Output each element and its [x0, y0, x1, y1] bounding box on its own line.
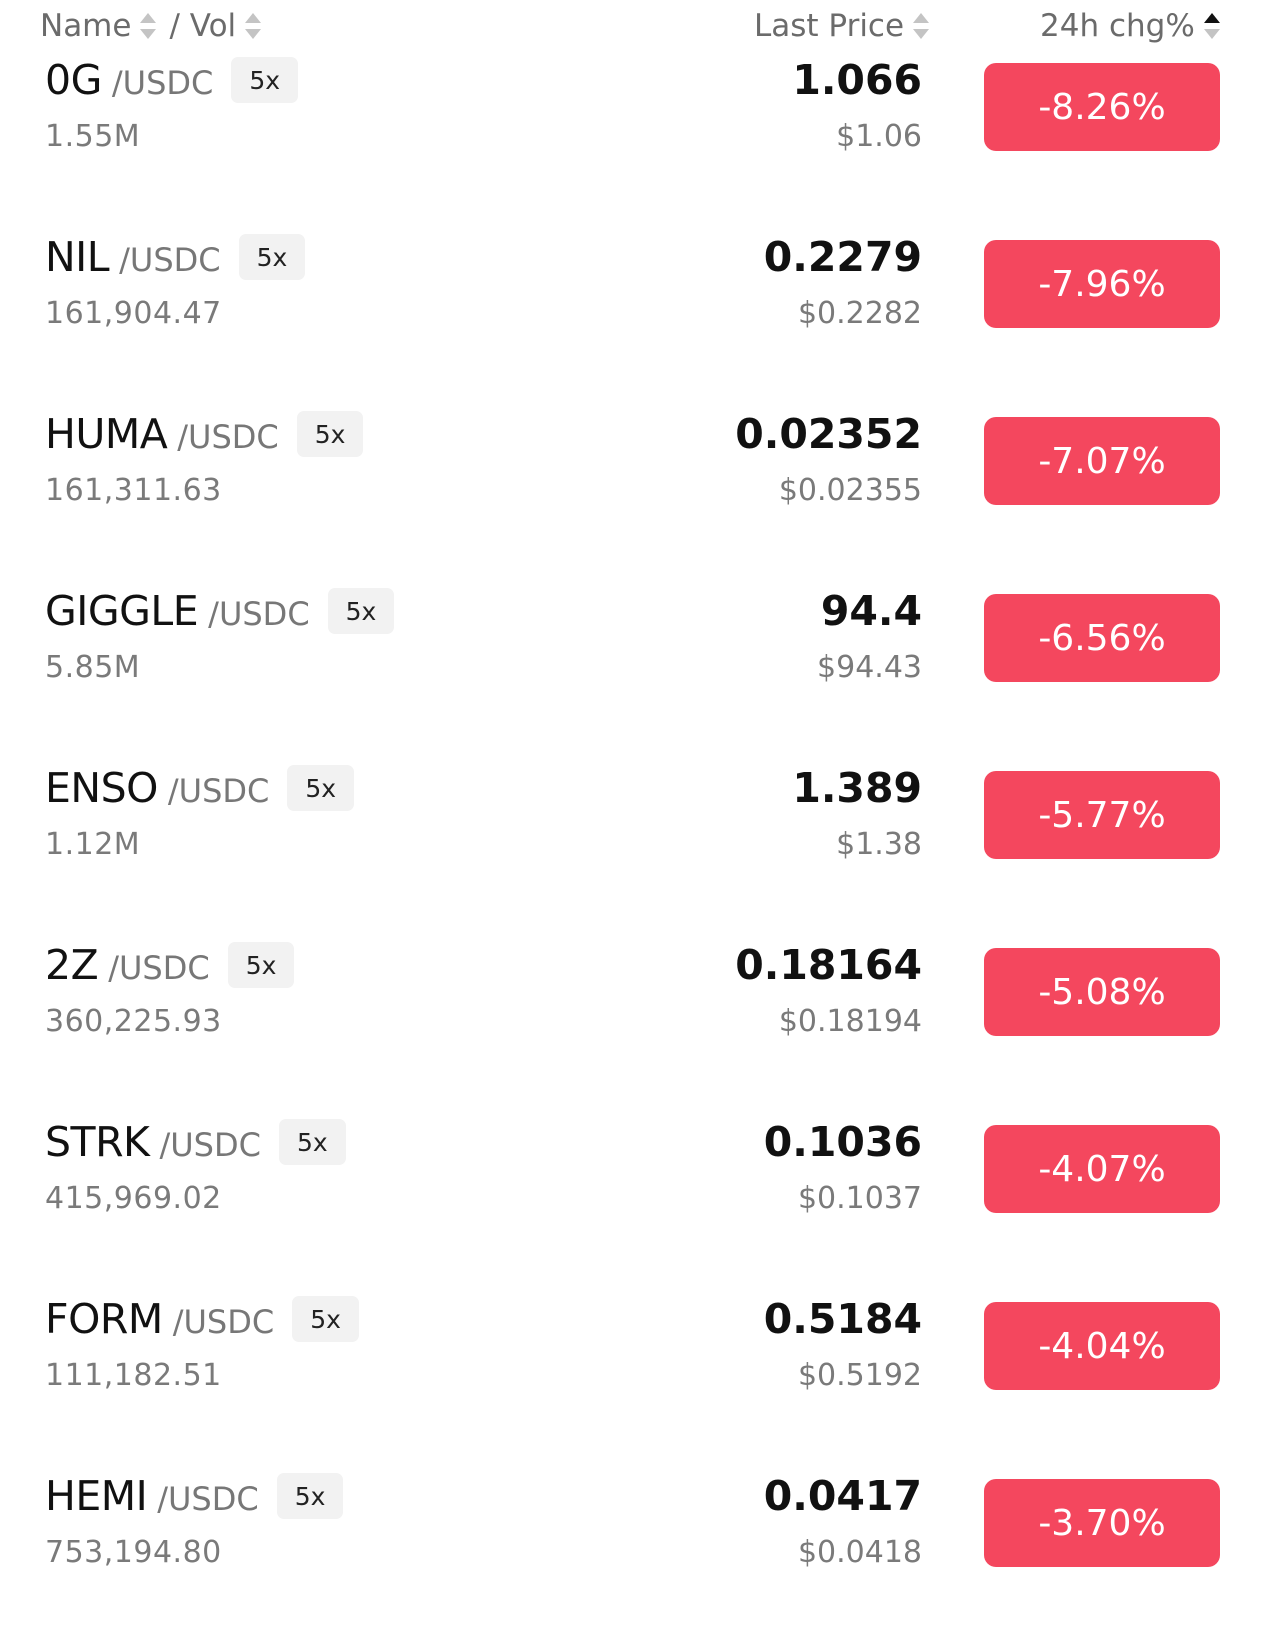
symbol: FORM [45, 1295, 163, 1343]
sort-icon [913, 13, 930, 39]
price-header[interactable]: Last Price [754, 4, 930, 48]
change-badge[interactable]: -8.26% [984, 63, 1220, 151]
quote: /USDC [167, 772, 270, 810]
change-badge[interactable]: -6.56% [984, 594, 1220, 682]
symbol: 2Z [45, 941, 99, 989]
leverage-badge: 5x [296, 411, 364, 457]
quote: /USDC [157, 1480, 259, 1518]
sort-icon [1203, 13, 1220, 39]
volume: 360,225.93 [45, 1004, 222, 1039]
market-row[interactable]: 2Z/USDC 5x 360,225.93 0.18164 $0.18194 -5.08% [0, 941, 1284, 1119]
usd-price: $0.0418 [797, 1535, 922, 1570]
pair: HEMI/USDC 5x [45, 1472, 344, 1520]
pair: 0G/USDC 5x [45, 56, 299, 104]
volume: 111,182.51 [45, 1358, 222, 1393]
vol-header: / Vol [169, 8, 237, 44]
usd-price: $0.18194 [778, 1004, 922, 1039]
last-price: 0.0417 [763, 1472, 922, 1520]
quote: /USDC [108, 949, 210, 987]
leverage-badge: 5x [238, 234, 306, 280]
pair: HUMA/USDC 5x [45, 410, 364, 458]
usd-price: $0.02355 [778, 473, 922, 508]
change-badge[interactable]: -5.08% [984, 948, 1220, 1036]
usd-price: $1.38 [836, 827, 922, 862]
market-row[interactable]: NIL/USDC 5x 161,904.47 0.2279 $0.2282 -7.96% [0, 233, 1284, 411]
symbol: HUMA [45, 410, 168, 458]
quote: /USDC [159, 1126, 261, 1164]
price-header-text: Last Price [754, 8, 905, 44]
last-price: 1.389 [792, 764, 922, 812]
market-row[interactable]: HUMA/USDC 5x 161,311.63 0.02352 $0.02355 -7.0… [0, 410, 1284, 588]
leverage-badge: 5x [287, 765, 355, 811]
change-badge[interactable]: -5.77% [984, 771, 1220, 859]
volume: 161,311.63 [45, 473, 222, 508]
usd-price: $94.43 [817, 650, 922, 685]
change-badge[interactable]: -7.07% [984, 417, 1220, 505]
usd-price: $0.2282 [797, 296, 922, 331]
pair: 2Z/USDC 5x [45, 941, 295, 989]
market-row[interactable]: 0G/USDC 5x 1.55M 1.066 $1.06 -8.26% [0, 56, 1284, 234]
volume: 161,904.47 [45, 296, 222, 331]
quote: /USDC [111, 64, 214, 102]
pair: FORM/USDC 5x [45, 1295, 359, 1343]
change-header-text: 24h chg% [1040, 8, 1195, 44]
last-price: 0.1036 [763, 1118, 922, 1166]
symbol: 0G [45, 56, 102, 104]
last-price: 1.066 [792, 56, 922, 104]
symbol: STRK [45, 1118, 150, 1166]
leverage-badge: 5x [276, 1473, 344, 1519]
last-price: 94.4 [820, 587, 922, 635]
last-price: 0.5184 [763, 1295, 922, 1343]
market-row[interactable]: ENSO/USDC 5x 1.12M 1.389 $1.38 -5.77% [0, 764, 1284, 942]
change-badge[interactable]: -4.07% [984, 1125, 1220, 1213]
quote: /USDC [119, 241, 221, 279]
leverage-badge: 5x [227, 942, 295, 988]
market-list: Name / Vol Last Price 24h chg% 0G/USDC 5x… [0, 4, 1284, 1570]
last-price: 0.02352 [735, 410, 922, 458]
symbol: NIL [45, 233, 110, 281]
pair: GIGGLE/USDC 5x [45, 587, 395, 635]
change-badge[interactable]: -3.70% [984, 1479, 1220, 1567]
symbol: HEMI [45, 1472, 148, 1520]
symbol: GIGGLE [45, 587, 199, 635]
volume: 5.85M [45, 650, 141, 685]
volume: 1.12M [45, 827, 141, 862]
last-price: 0.2279 [763, 233, 922, 281]
last-price: 0.18164 [735, 941, 922, 989]
quote: /USDC [172, 1303, 275, 1341]
volume: 753,194.80 [45, 1535, 222, 1570]
name-vol-header[interactable]: Name / Vol [40, 4, 262, 48]
volume: 415,969.02 [45, 1181, 222, 1216]
market-row[interactable]: FORM/USDC 5x 111,182.51 0.5184 $0.5192 -4.04% [0, 1295, 1284, 1473]
usd-price: $1.06 [836, 119, 922, 154]
market-row[interactable]: HEMI/USDC 5x 753,194.80 0.0417 $0.0418 -3.70% [0, 1472, 1284, 1650]
volume: 1.55M [45, 119, 141, 154]
quote: /USDC [177, 418, 279, 456]
usd-price: $0.5192 [797, 1358, 922, 1393]
market-row[interactable]: STRK/USDC 5x 415,969.02 0.1036 $0.1037 -4.07% [0, 1118, 1284, 1296]
change-header[interactable]: 24h chg% [1040, 4, 1221, 48]
leverage-badge: 5x [278, 1119, 346, 1165]
sort-icon [140, 13, 157, 39]
leverage-badge: 5x [327, 588, 395, 634]
change-badge[interactable]: -7.96% [984, 240, 1220, 328]
usd-price: $0.1037 [797, 1181, 922, 1216]
pair: STRK/USDC 5x [45, 1118, 346, 1166]
leverage-badge: 5x [292, 1296, 359, 1342]
name-header: Name [40, 8, 132, 44]
symbol: ENSO [45, 764, 158, 812]
page: Market list {"header": {"name": "Name", … [0, 4, 1284, 1570]
change-badge[interactable]: -4.04% [984, 1302, 1220, 1390]
sort-icon [245, 13, 262, 39]
pair: ENSO/USDC 5x [45, 764, 355, 812]
leverage-badge: 5x [231, 57, 299, 103]
market-row[interactable]: GIGGLE/USDC 5x 5.85M 94.4 $94.43 -6.56% [0, 587, 1284, 765]
quote: /USDC [208, 595, 310, 633]
pair: NIL/USDC 5x [45, 233, 306, 281]
